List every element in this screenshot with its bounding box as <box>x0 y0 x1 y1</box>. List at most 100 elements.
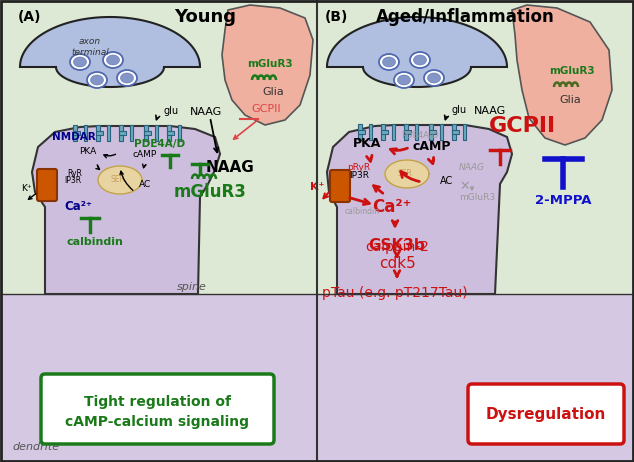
Text: Aged/Inflammation: Aged/Inflammation <box>375 8 554 26</box>
Bar <box>0 294 634 462</box>
Text: NAAG: NAAG <box>459 163 485 172</box>
Bar <box>415 124 418 140</box>
Polygon shape <box>98 166 142 194</box>
Ellipse shape <box>87 72 107 88</box>
Text: Glia: Glia <box>559 95 581 105</box>
Bar <box>440 124 443 140</box>
Text: NAAG: NAAG <box>474 106 507 116</box>
Text: Ca²⁺: Ca²⁺ <box>372 198 411 216</box>
Bar <box>429 124 432 140</box>
Ellipse shape <box>91 75 103 85</box>
Bar <box>167 125 171 141</box>
Ellipse shape <box>424 70 444 86</box>
Bar <box>96 131 103 134</box>
Text: (B): (B) <box>325 10 348 24</box>
Text: NMDAR: NMDAR <box>52 132 96 142</box>
Bar <box>369 124 372 140</box>
Polygon shape <box>385 160 429 188</box>
Text: cAMP-calcium signaling: cAMP-calcium signaling <box>65 415 249 429</box>
Bar <box>404 124 408 140</box>
Ellipse shape <box>413 55 427 65</box>
Bar <box>381 124 385 140</box>
Bar <box>155 125 158 141</box>
Text: ✕: ✕ <box>460 180 470 193</box>
Bar <box>358 124 361 140</box>
Bar <box>0 0 634 294</box>
Text: SER: SER <box>110 176 126 184</box>
Text: IP3R: IP3R <box>349 171 369 180</box>
Text: AC: AC <box>139 180 151 189</box>
Text: axon
terminal: axon terminal <box>71 37 109 57</box>
Ellipse shape <box>394 72 414 88</box>
Bar <box>381 130 388 134</box>
FancyBboxPatch shape <box>37 169 57 201</box>
Bar <box>84 125 87 141</box>
Bar <box>392 124 396 140</box>
Bar <box>452 130 459 134</box>
Text: (A): (A) <box>18 10 41 24</box>
Bar <box>119 125 122 141</box>
Text: mGluR3: mGluR3 <box>459 193 495 202</box>
FancyBboxPatch shape <box>330 170 350 202</box>
Text: calbindin: calbindin <box>344 207 380 216</box>
FancyBboxPatch shape <box>41 374 274 444</box>
Ellipse shape <box>427 73 441 83</box>
Bar <box>130 125 133 141</box>
Text: cdk5: cdk5 <box>378 256 415 271</box>
Text: pRyR: pRyR <box>347 163 370 172</box>
Text: SER: SER <box>398 170 413 178</box>
Bar <box>96 125 100 141</box>
Bar <box>144 125 148 141</box>
Text: Ca²⁺: Ca²⁺ <box>64 201 92 213</box>
Text: spine: spine <box>177 282 207 292</box>
Text: glu: glu <box>452 105 467 115</box>
Bar <box>463 124 467 140</box>
Text: PKA: PKA <box>79 147 96 156</box>
Bar <box>107 125 110 141</box>
Text: NAAG: NAAG <box>205 159 254 175</box>
Text: GCPII: GCPII <box>488 116 555 136</box>
Text: PDE4A/D: PDE4A/D <box>134 139 186 149</box>
Text: K⁺: K⁺ <box>309 182 324 192</box>
Ellipse shape <box>382 57 396 67</box>
Bar <box>144 131 151 134</box>
Bar <box>167 131 174 134</box>
Text: cAMP: cAMP <box>133 150 157 159</box>
Text: NAAG: NAAG <box>190 107 223 117</box>
Polygon shape <box>512 5 612 145</box>
Ellipse shape <box>398 75 410 85</box>
Polygon shape <box>327 17 507 87</box>
Bar <box>73 125 77 141</box>
Ellipse shape <box>74 57 86 67</box>
Polygon shape <box>327 125 512 294</box>
Text: PKA: PKA <box>353 137 381 150</box>
Bar <box>358 130 365 134</box>
Ellipse shape <box>120 73 134 83</box>
Text: GSK3b: GSK3b <box>368 238 425 253</box>
Text: calbindin: calbindin <box>67 237 124 247</box>
Text: Tight regulation of: Tight regulation of <box>84 395 231 409</box>
FancyBboxPatch shape <box>468 384 624 444</box>
Ellipse shape <box>379 54 399 70</box>
Ellipse shape <box>103 52 123 68</box>
Text: pTau (e.g. pT217Tau): pTau (e.g. pT217Tau) <box>322 286 468 300</box>
Text: RyR: RyR <box>68 169 82 178</box>
Polygon shape <box>222 5 313 125</box>
Text: mGluR3: mGluR3 <box>174 183 247 201</box>
Text: dendrite: dendrite <box>12 442 59 452</box>
Bar <box>404 130 411 134</box>
Ellipse shape <box>107 55 119 65</box>
Text: cAMP: cAMP <box>413 140 451 153</box>
Text: IP3R: IP3R <box>65 176 82 185</box>
Text: Dysregulation: Dysregulation <box>486 407 606 421</box>
Text: Young: Young <box>174 8 236 26</box>
Ellipse shape <box>117 70 137 86</box>
Text: glu: glu <box>163 106 178 116</box>
Text: K⁺: K⁺ <box>22 184 32 193</box>
Text: AC: AC <box>441 176 453 186</box>
Text: Glia: Glia <box>262 87 284 97</box>
Bar <box>73 131 80 134</box>
Text: PDE4A/D: PDE4A/D <box>401 130 439 139</box>
Polygon shape <box>20 17 200 87</box>
Text: mGluR3: mGluR3 <box>549 66 595 76</box>
